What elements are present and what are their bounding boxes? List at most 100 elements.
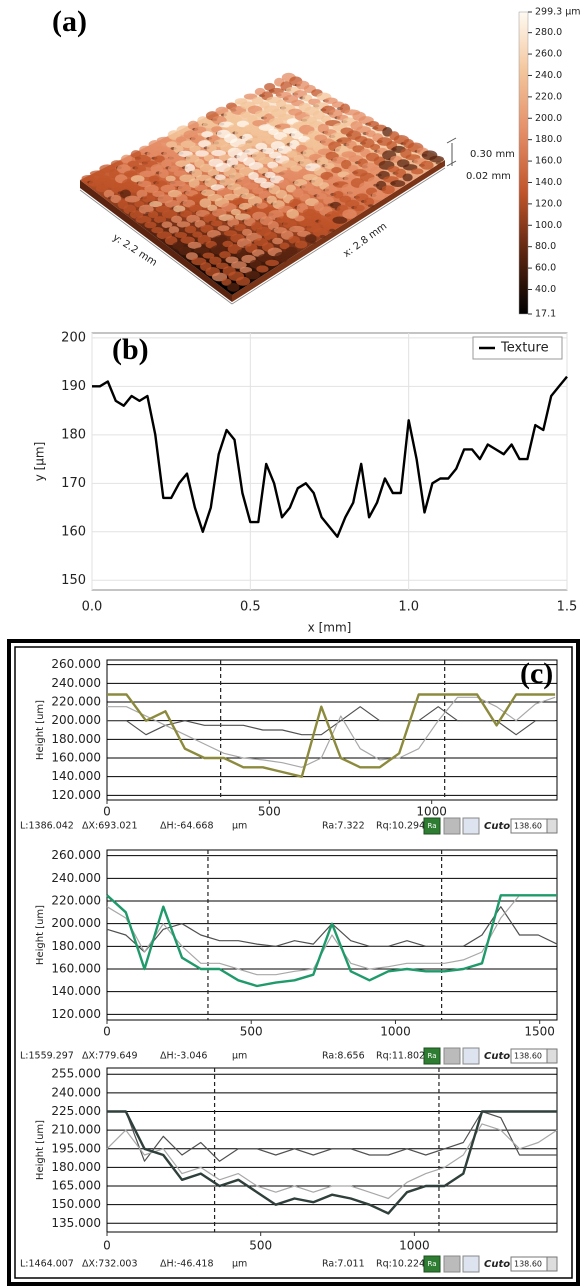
surface-bump bbox=[245, 270, 260, 280]
surface-bump bbox=[256, 202, 268, 209]
y-tick-label: 255.000 bbox=[51, 1067, 101, 1081]
spinner bbox=[546, 818, 558, 834]
footer-stat: Ra:8.656 bbox=[322, 1051, 365, 1062]
colorbar bbox=[518, 11, 529, 315]
surface-bump bbox=[285, 246, 298, 255]
y-tick-label: 160.000 bbox=[51, 962, 101, 976]
footer-stat: Ra:7.322 bbox=[322, 821, 365, 832]
surface-shadow bbox=[309, 240, 316, 244]
ra-button bbox=[423, 1255, 441, 1273]
y-tick-label: 140.000 bbox=[51, 769, 101, 783]
footer-stat: Ra:7.011 bbox=[322, 1259, 365, 1270]
surface-bump bbox=[342, 209, 357, 219]
x-tick-label: 1000 bbox=[416, 805, 447, 819]
surface-bump bbox=[199, 198, 212, 208]
footer-stat: µm bbox=[232, 1051, 247, 1062]
surface-bump bbox=[219, 251, 231, 259]
surface-bump bbox=[262, 147, 275, 155]
cutoff-label: Cutoff: bbox=[484, 1259, 522, 1270]
surface-bump bbox=[251, 96, 264, 105]
surface-bump bbox=[323, 222, 338, 231]
surface-bump bbox=[249, 259, 262, 269]
surface-bump bbox=[420, 160, 434, 170]
surface-bump bbox=[174, 232, 188, 239]
surface-bump bbox=[156, 146, 168, 153]
surface-bump bbox=[265, 259, 279, 267]
surface-bump bbox=[294, 240, 308, 249]
surface-bump bbox=[110, 194, 122, 204]
surface-bump bbox=[264, 231, 278, 241]
surface-bump bbox=[279, 242, 290, 250]
surface-bump bbox=[173, 205, 186, 213]
x-tick-label: 1000 bbox=[399, 1239, 430, 1253]
legend-label: Texture bbox=[500, 341, 549, 356]
surface-bump bbox=[166, 141, 178, 148]
series-line bbox=[106, 894, 557, 976]
surface-bump bbox=[127, 160, 140, 168]
surface-bump bbox=[240, 111, 251, 118]
surface-bump bbox=[381, 185, 395, 195]
y-tick-label: 220.000 bbox=[51, 695, 101, 709]
surface-bump bbox=[225, 256, 239, 264]
surface-bump bbox=[167, 165, 179, 172]
surface-bump bbox=[148, 140, 162, 150]
surface-bump bbox=[139, 170, 156, 178]
z-scale bbox=[446, 137, 457, 167]
surface-bump bbox=[210, 220, 223, 227]
y-tick-label: 120.000 bbox=[51, 1007, 101, 1021]
surface-bump bbox=[164, 200, 180, 208]
colorbar-tick-label: 299.3 µm bbox=[535, 7, 581, 18]
series-line bbox=[107, 693, 556, 778]
surface-bump bbox=[81, 174, 95, 182]
footer-stat: Rq:10.224 bbox=[376, 1259, 425, 1270]
surface-bump bbox=[146, 150, 159, 158]
surface-bump bbox=[147, 210, 159, 219]
y-tick-label: 260.000 bbox=[51, 657, 101, 671]
surface-bump bbox=[130, 175, 145, 183]
surface-bump bbox=[231, 261, 247, 269]
surface-shadow bbox=[280, 259, 287, 263]
surface-bump bbox=[203, 213, 217, 223]
surface-bump bbox=[180, 236, 195, 244]
y-tick-label: 180 bbox=[61, 427, 86, 442]
cutoff-label: Cutoff: bbox=[484, 821, 522, 832]
surface-bump bbox=[227, 282, 240, 292]
surface-bump bbox=[332, 216, 348, 224]
surface-bump bbox=[155, 180, 168, 187]
tool-button bbox=[443, 1047, 461, 1065]
series-line bbox=[106, 894, 557, 988]
y-tick-label: 200.000 bbox=[51, 713, 101, 727]
surface-bump bbox=[248, 171, 259, 180]
surface-bump bbox=[193, 247, 210, 254]
colorbar-tick-label: 160.0 bbox=[535, 156, 562, 167]
x-tick-label: 0.5 bbox=[240, 600, 261, 615]
surface-bump bbox=[286, 150, 298, 158]
surface-bump bbox=[272, 237, 284, 245]
y-tick-label: 190 bbox=[61, 379, 86, 394]
surface-bump bbox=[278, 179, 290, 189]
surface-bump bbox=[209, 256, 222, 265]
y-tick-label: 200.000 bbox=[51, 916, 101, 930]
x-tick-label: 500 bbox=[249, 1239, 272, 1253]
surface-bump bbox=[390, 180, 406, 188]
surface-edge bbox=[231, 167, 446, 305]
surface-bump bbox=[324, 162, 335, 169]
y-tick-label: 240.000 bbox=[51, 871, 101, 885]
surface-bump bbox=[153, 216, 167, 224]
ra-button-label: Ra bbox=[428, 822, 437, 830]
footer-stat: ΔH:-64.668 bbox=[160, 821, 214, 832]
surface-bump bbox=[371, 191, 386, 200]
y-tick-label: 240.000 bbox=[51, 1085, 101, 1099]
surface-bump bbox=[316, 193, 327, 200]
surface-bump bbox=[226, 157, 239, 168]
surface-bump bbox=[156, 136, 173, 143]
footer-stat: L:1559.297 bbox=[20, 1051, 74, 1062]
colorbar-tick-label: 80.0 bbox=[535, 241, 556, 252]
surface-bump bbox=[194, 126, 207, 134]
surface-bump bbox=[173, 145, 184, 154]
cutoff-label: Cutoff: bbox=[484, 1051, 522, 1062]
surface-side bbox=[232, 160, 445, 302]
y-axis-label: Height [um] bbox=[35, 700, 46, 760]
surface-bump bbox=[257, 167, 269, 174]
colorbar-tick-label: 180.0 bbox=[535, 134, 562, 145]
